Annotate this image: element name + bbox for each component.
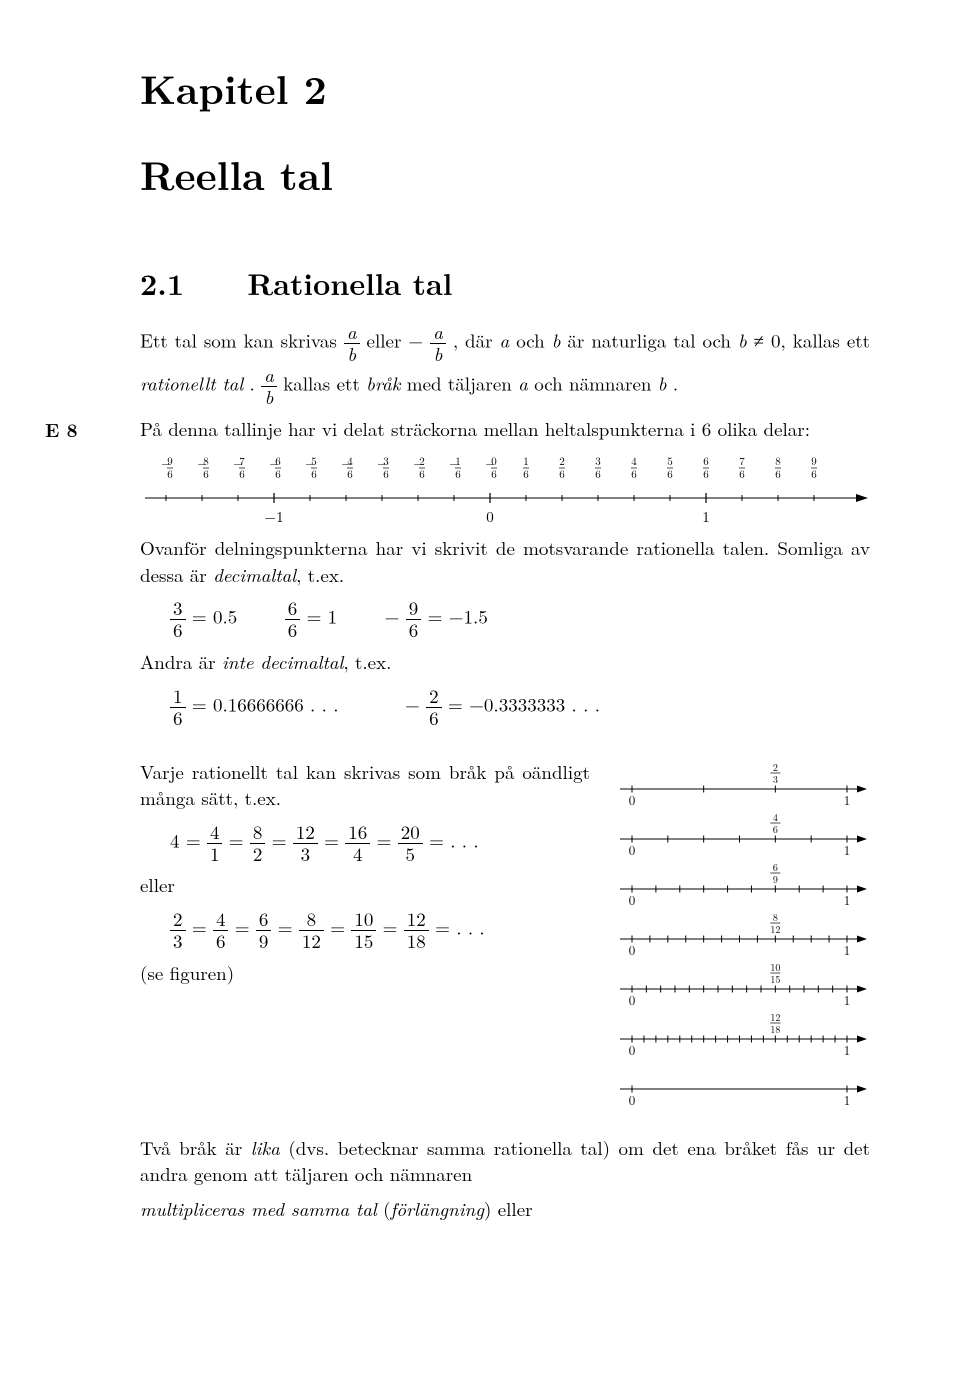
svg-text:6: 6 — [419, 467, 425, 482]
section-number: 2.1 — [140, 261, 184, 304]
svg-text:1: 1 — [844, 1090, 851, 1109]
svg-text:6: 6 — [275, 467, 281, 482]
chapter-title: Reella tal — [140, 146, 870, 202]
stacked-numberlines: 0123014601690181201101501121801 — [610, 759, 870, 1119]
para-3: Ovanför delningspunkterna har vi skrivit… — [140, 535, 870, 588]
svg-text:6: 6 — [203, 467, 209, 482]
svg-text:6: 6 — [347, 467, 353, 482]
fraction-a-b: a b — [430, 322, 446, 365]
svg-text:0: 0 — [629, 990, 636, 1009]
svg-text:6: 6 — [739, 467, 745, 482]
text: . — [673, 369, 678, 396]
se-figuren: (se figuren) — [140, 960, 590, 987]
svg-text:6: 6 — [455, 467, 461, 482]
var-b: b — [738, 326, 747, 353]
svg-text:1: 1 — [844, 890, 851, 909]
text: ≠ 0, kallas ett — [754, 326, 870, 353]
text: , t.ex. — [296, 561, 344, 588]
svg-text:0: 0 — [629, 1090, 636, 1109]
svg-text:1: 1 — [844, 940, 851, 959]
svg-text:6: 6 — [811, 467, 817, 482]
text: , där — [453, 326, 500, 353]
svg-text:1: 1 — [844, 790, 851, 809]
var-a: a — [500, 326, 510, 353]
svg-text:15: 15 — [770, 972, 780, 986]
text: Två bråk är — [140, 1134, 251, 1161]
svg-text:6: 6 — [667, 467, 673, 482]
term-forlangning: förlängning — [391, 1195, 484, 1222]
numberline-main: −96−86−76−66−56−46−36−26−16−061626364656… — [140, 450, 870, 535]
para-6: Två bråk är lika (dvs. betecknar samma r… — [140, 1135, 870, 1188]
text: Ett tal som kan skrivas — [140, 326, 344, 353]
svg-text:6: 6 — [239, 467, 245, 482]
svg-text:6: 6 — [383, 467, 389, 482]
section-heading: 2.1 Rationella tal — [140, 262, 870, 304]
svg-text:6: 6 — [311, 467, 317, 482]
svg-text:6: 6 — [703, 467, 709, 482]
svg-text:0: 0 — [629, 840, 636, 859]
svg-text:6: 6 — [631, 467, 637, 482]
chain-1: 4 = 41 = 82 = 123 = 164 = 205 = . . . — [170, 822, 590, 865]
svg-text:1: 1 — [844, 990, 851, 1009]
svg-text:0: 0 — [629, 890, 636, 909]
fraction-a-b: a b — [344, 322, 360, 365]
svg-text:1: 1 — [844, 1040, 851, 1059]
svg-text:9: 9 — [773, 872, 778, 886]
svg-text:0: 0 — [629, 940, 636, 959]
text: . — [250, 369, 262, 396]
svg-text:1: 1 — [702, 506, 710, 527]
term-lika: lika — [251, 1134, 280, 1161]
eq-nondecimal: 16 = 0.16666666 . . . − 26 = −0.3333333 … — [170, 686, 870, 729]
svg-text:0: 0 — [486, 506, 494, 527]
term-rationellt: rationellt tal — [140, 369, 243, 396]
svg-text:6: 6 — [773, 822, 778, 836]
text: med täljaren — [407, 369, 518, 396]
text: , t.ex. — [343, 648, 391, 675]
eq-decimaltal: 36 = 0.5 66 = 1 − 96 = −1.5 — [170, 598, 870, 641]
term-brak: bråk — [366, 369, 400, 396]
svg-text:0: 0 — [629, 1040, 636, 1059]
chapter-label: Kapitel 2 — [140, 60, 870, 116]
text: och — [516, 326, 551, 353]
text: kallas ett — [283, 369, 366, 396]
svg-text:6: 6 — [775, 467, 781, 482]
svg-text:6: 6 — [491, 467, 497, 482]
term-multipliceras: multipliceras med samma tal — [140, 1195, 377, 1222]
svg-text:3: 3 — [773, 772, 778, 786]
chain-2: 23 = 46 = 69 = 812 = 1015 = 1218 = . . . — [170, 909, 590, 952]
fraction-a-b: a b — [261, 365, 277, 408]
eller: eller — [140, 872, 590, 899]
svg-text:6: 6 — [595, 467, 601, 482]
margin-e8: E 8 — [45, 416, 78, 443]
para-5: Varje rationellt tal kan skrivas som brå… — [140, 759, 590, 812]
var-a: a — [518, 369, 528, 396]
text: Andra är — [140, 648, 222, 675]
para-7: multipliceras med samma tal (förlängning… — [140, 1196, 870, 1223]
text: och nämnaren — [534, 369, 658, 396]
svg-text:−1: −1 — [264, 506, 283, 527]
svg-text:18: 18 — [770, 1022, 780, 1036]
svg-text:6: 6 — [167, 467, 173, 482]
para-2: E 8 På denna tallinje har vi delat sträc… — [140, 416, 870, 443]
svg-text:6: 6 — [559, 467, 565, 482]
term-inte-decimaltal: inte decimaltal — [222, 648, 343, 675]
svg-text:6: 6 — [523, 467, 529, 482]
para-1: Ett tal som kan skrivas a b eller − a b … — [140, 322, 870, 408]
text: eller − — [367, 326, 424, 353]
svg-text:12: 12 — [770, 922, 780, 936]
text: På denna tallinje har vi delat sträckorn… — [140, 415, 810, 442]
para-4: Andra är inte decimaltal, t.ex. — [140, 649, 870, 676]
var-b: b — [658, 369, 667, 396]
term-decimaltal: decimaltal — [213, 561, 296, 588]
svg-text:0: 0 — [629, 790, 636, 809]
section-title: Rationella tal — [247, 261, 452, 304]
var-b: b — [552, 326, 561, 353]
text: är naturliga tal och — [567, 326, 738, 353]
text: ) eller — [484, 1195, 533, 1222]
text: ( — [377, 1195, 391, 1222]
svg-text:1: 1 — [844, 840, 851, 859]
